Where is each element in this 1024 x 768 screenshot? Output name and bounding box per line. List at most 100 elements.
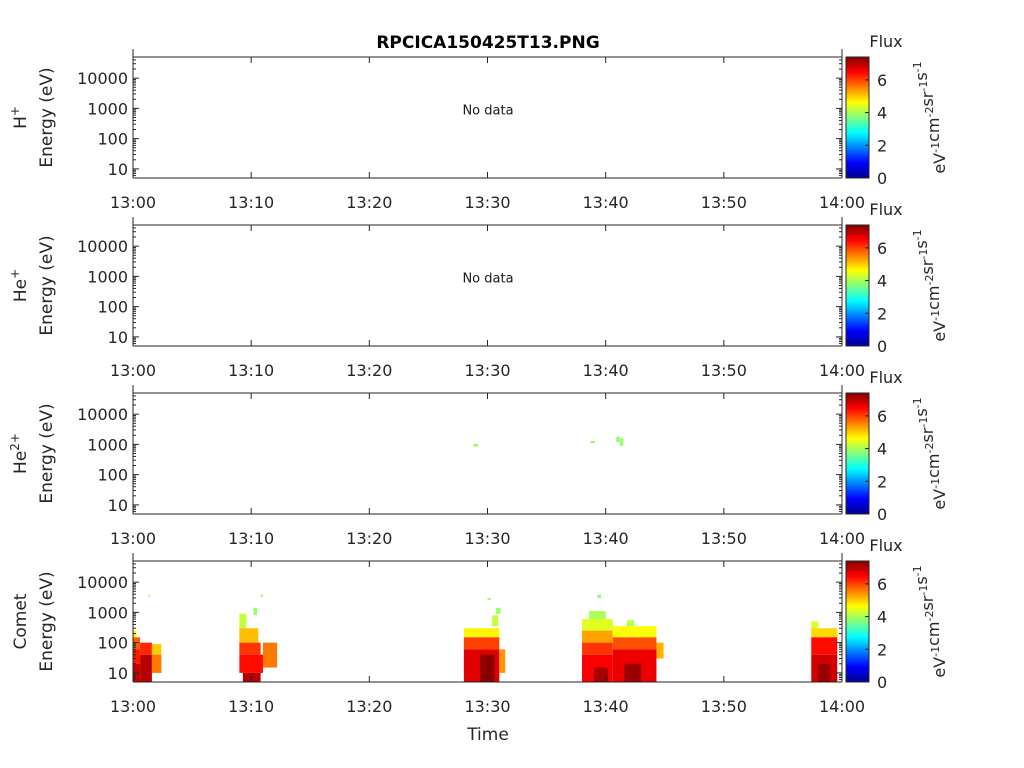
heatmap-cell	[616, 436, 620, 442]
colorbar-tick-label: 2	[877, 136, 887, 155]
colorbar	[845, 224, 870, 347]
x-tick-label: 13:30	[464, 193, 510, 212]
x-tick-label: 13:00	[110, 361, 156, 380]
heatmap-cell	[619, 438, 624, 446]
colorbar-tick-label: 0	[877, 505, 887, 524]
x-tick-label: 14:00	[819, 193, 865, 212]
heatmap-cell	[811, 621, 819, 629]
x-tick-label: 13:20	[346, 529, 392, 548]
colorbar-unit-label: eV-1cm-2sr-1s-1	[911, 229, 949, 341]
x-tick-label: 13:00	[110, 697, 156, 716]
heatmap-cell	[499, 649, 506, 673]
x-tick-label: 13:30	[464, 697, 510, 716]
x-tick-label: 13:40	[583, 697, 629, 716]
colorbar-tick-label: 6	[877, 239, 887, 258]
x-tick-label: 13:10	[228, 697, 274, 716]
colorbar-title: Flux	[869, 200, 902, 219]
heatmap-cell	[133, 637, 141, 650]
panel-he-plus: 13:00 13:10 13:20 13:30 13:40 13:50 14:00 10 100…	[8, 200, 949, 380]
y-axis-species-label: He2+	[8, 433, 31, 474]
y-tick-label: 1000	[87, 99, 128, 118]
heatmap-cell	[624, 663, 642, 682]
colorbar	[845, 392, 870, 515]
heatmap-cell	[492, 615, 499, 627]
y-tick-label: 100	[97, 466, 128, 485]
species-charge: +	[8, 269, 22, 279]
colorbar-tick-label: 0	[877, 337, 887, 356]
y-tick-label: 10000	[77, 405, 128, 424]
x-tick-label: 13:50	[701, 193, 747, 212]
x-tick-label: 13:40	[583, 193, 629, 212]
heatmap-cell	[582, 642, 613, 655]
colorbar-tick-label: 4	[877, 440, 887, 459]
species-name: He	[11, 451, 31, 474]
colorbar-tick-label: 4	[877, 272, 887, 291]
panel-h-plus: 13:00 13:10 13:20 13:30 13:40 13:50 14:00 10 100…	[8, 32, 949, 212]
heatmap-cell	[239, 613, 247, 629]
heatmap-cell	[590, 440, 596, 444]
y-tick-label: 1000	[87, 603, 128, 622]
x-tick-label: 13:40	[583, 529, 629, 548]
heatmap-cell	[612, 626, 657, 638]
heatmap-cell	[140, 654, 152, 682]
heatmap-cell	[582, 619, 613, 631]
y-axis-energy-label: Energy (eV)	[37, 403, 57, 503]
heatmap-cell	[487, 597, 492, 600]
heatmap-cell	[495, 607, 501, 614]
y-tick-label: 100	[97, 634, 128, 653]
heatmap-cell	[239, 654, 263, 673]
heatmap-cell	[656, 642, 664, 659]
heatmap-cell	[593, 667, 609, 682]
heatmap-cell	[589, 611, 606, 620]
heatmap-cell	[597, 594, 601, 598]
x-tick-label: 13:20	[346, 361, 392, 380]
y-tick-label: 10000	[77, 573, 128, 592]
no-data-label: No data	[462, 272, 513, 287]
y-tick-label: 100	[97, 298, 128, 317]
colorbar-tick-label: 6	[877, 575, 887, 594]
colorbar-tick-label: 2	[877, 304, 887, 323]
heatmap-cell	[151, 654, 162, 673]
x-tick-label: 13:10	[228, 361, 274, 380]
heatmap-cell	[612, 637, 657, 650]
y-tick-label: 10000	[77, 237, 128, 256]
colorbar-tick-label: 6	[877, 407, 887, 426]
species-charge: +	[8, 106, 22, 116]
colorbar-tick-label: 2	[877, 640, 887, 659]
species-name: He	[11, 279, 31, 302]
y-axis-species-label: He+	[8, 269, 31, 302]
heatmap-cell	[473, 443, 479, 447]
heatmap-cell	[811, 637, 838, 655]
colorbar-tick-label: 2	[877, 472, 887, 491]
y-axis-species-label: H+	[8, 106, 31, 129]
colorbar-title: Flux	[869, 536, 902, 555]
x-tick-label: 13:40	[583, 361, 629, 380]
heatmap-cell	[582, 630, 613, 643]
x-tick-label: 13:50	[701, 529, 747, 548]
y-tick-label: 10	[108, 496, 128, 515]
heatmap-cell	[260, 594, 263, 597]
colorbar-unit-label: eV-1cm-2sr-1s-1	[911, 565, 949, 677]
heatmap-cell	[151, 644, 162, 655]
heatmap-cell	[480, 654, 495, 682]
heatmap-cell	[148, 594, 151, 597]
heatmap-cell	[239, 642, 261, 655]
species-name: H	[11, 116, 31, 129]
x-tick-label: 13:10	[228, 193, 274, 212]
x-tick-label: 14:00	[819, 697, 865, 716]
heatmap-cell	[463, 637, 500, 650]
colorbar-tick-label: 4	[877, 104, 887, 123]
x-tick-label: 13:20	[346, 697, 392, 716]
y-axis-energy-label: Energy (eV)	[37, 571, 57, 671]
colorbar	[845, 560, 870, 683]
colorbar-tick-label: 0	[877, 673, 887, 692]
species-name: Comet	[11, 593, 31, 649]
figure-title: RPCICA150425T13.PNG	[376, 33, 599, 53]
y-tick-label: 10	[108, 328, 128, 347]
x-tick-label: 13:00	[110, 193, 156, 212]
x-tick-label: 14:00	[819, 529, 865, 548]
colorbar	[845, 56, 870, 179]
panel-comet: 13:00 13:10 13:20 13:30 13:40 13:50 14:00 10 100…	[11, 536, 949, 716]
y-tick-label: 10	[108, 664, 128, 683]
